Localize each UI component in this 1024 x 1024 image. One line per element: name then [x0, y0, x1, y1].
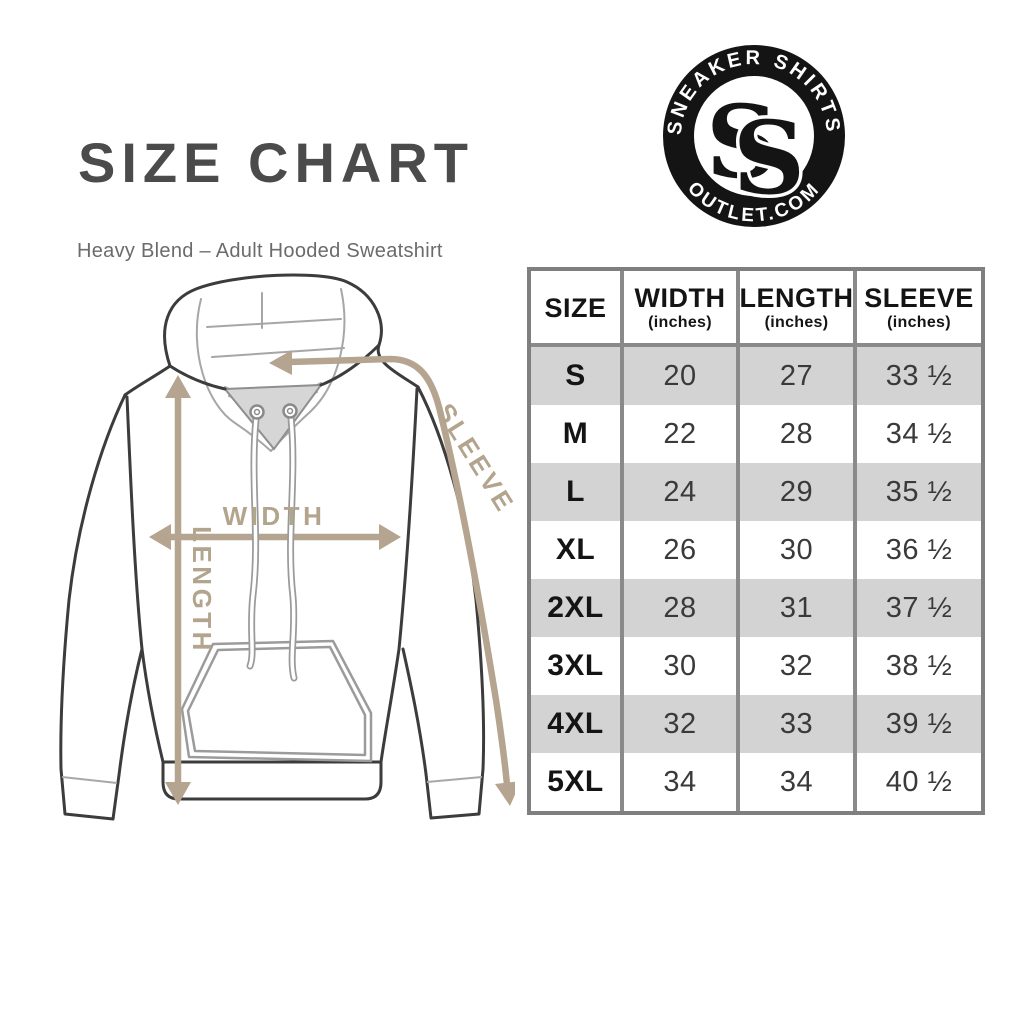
hoodie-outline — [59, 273, 486, 821]
cell-5XL-sleeve: 40 ½ — [853, 753, 981, 811]
sleeve-arrowhead-left — [269, 350, 292, 375]
monogram-letter-1: S — [706, 83, 778, 201]
size-table: SIZE WIDTH (inches) LENGTH (inches) SLEEVE (in… — [527, 267, 985, 815]
cell-S-size: S — [531, 347, 620, 405]
sleeve-arrowhead-down — [495, 781, 521, 806]
width-arrowhead-right — [379, 524, 401, 550]
cell-L-length: 29 — [736, 463, 853, 521]
length-arrowhead-up — [165, 375, 191, 398]
hoodie-measurement-diagram: WIDTH LENGTH SLEEVE — [55, 265, 521, 835]
page-subtitle: Heavy Blend – Adult Hooded Sweatshirt — [77, 240, 443, 262]
hem-band — [161, 760, 383, 801]
cell-L-size: L — [531, 463, 620, 521]
header-cell-width: WIDTH (inches) — [620, 271, 736, 347]
cell-L-sleeve: 35 ½ — [853, 463, 981, 521]
page-title: SIZE CHART — [78, 131, 474, 194]
header-sublabel: (inches) — [764, 313, 829, 331]
cell-4XL-size: 4XL — [531, 695, 620, 753]
cell-2XL-size: 2XL — [531, 579, 620, 637]
cell-M-size: M — [531, 405, 620, 463]
cell-XL-width: 26 — [620, 521, 736, 579]
body-right-edge — [379, 387, 419, 764]
cell-M-width: 22 — [620, 405, 736, 463]
sleeve-arrow-line — [288, 355, 511, 786]
cell-M-length: 28 — [736, 405, 853, 463]
cell-5XL-length: 34 — [736, 753, 853, 811]
cell-5XL-width: 34 — [620, 753, 736, 811]
drawstrings — [246, 414, 298, 682]
cell-S-sleeve: 33 ½ — [853, 347, 981, 405]
header-label: SLEEVE — [864, 283, 974, 314]
header-label: LENGTH — [739, 283, 854, 314]
body-left-edge — [125, 395, 165, 764]
brand-logo-badge: SNEAKER SHIRTS OUTLET.COM S S — [662, 44, 846, 228]
cell-4XL-length: 33 — [736, 695, 853, 753]
header-cell-length: LENGTH (inches) — [736, 271, 853, 347]
header-label: SIZE — [544, 292, 607, 323]
cell-4XL-width: 32 — [620, 695, 736, 753]
neck-left-curve — [168, 364, 227, 391]
sleeve-label: SLEEVE — [430, 398, 515, 519]
cell-3XL-sleeve: 38 ½ — [853, 637, 981, 695]
cell-XL-size: XL — [531, 521, 620, 579]
width-arrowhead-left — [149, 524, 171, 550]
cell-3XL-width: 30 — [620, 637, 736, 695]
cell-2XL-width: 28 — [620, 579, 736, 637]
hoodie-svg: WIDTH LENGTH SLEEVE — [59, 273, 521, 821]
cell-M-sleeve: 34 ½ — [853, 405, 981, 463]
brand-logo-svg: SNEAKER SHIRTS OUTLET.COM S S — [663, 45, 845, 227]
monogram-letter-2: S — [733, 99, 805, 217]
cell-S-width: 20 — [620, 347, 736, 405]
left-sleeve-outline — [59, 393, 127, 821]
header-sublabel: (inches) — [648, 313, 712, 331]
cell-4XL-sleeve: 39 ½ — [853, 695, 981, 753]
cell-S-length: 27 — [736, 347, 853, 405]
cell-5XL-size: 5XL — [531, 753, 620, 811]
logo-ss-monogram: S S — [706, 83, 809, 221]
cell-2XL-sleeve: 37 ½ — [853, 579, 981, 637]
cuff-rib-lines — [61, 776, 483, 784]
cell-XL-length: 30 — [736, 521, 853, 579]
measurement-arrows — [149, 350, 521, 806]
neck-inset-triangle — [222, 383, 324, 451]
length-arrowhead-down — [165, 782, 191, 805]
cell-L-width: 24 — [620, 463, 736, 521]
header-label: WIDTH — [634, 283, 726, 314]
header-cell-size: SIZE — [531, 271, 620, 347]
cell-3XL-size: 3XL — [531, 637, 620, 695]
left-sleeve-inner-edge — [117, 647, 144, 777]
drawstring-eyelets — [249, 403, 298, 420]
kangaroo-pocket — [180, 639, 373, 763]
header-cell-sleeve: SLEEVE (inches) — [853, 271, 981, 347]
cell-3XL-length: 32 — [736, 637, 853, 695]
width-label: WIDTH — [223, 501, 326, 531]
right-sleeve-inner-edge — [401, 647, 428, 776]
length-label: LENGTH — [187, 526, 217, 654]
cell-2XL-length: 31 — [736, 579, 853, 637]
neck-right-curve — [319, 343, 381, 387]
hood-outline — [123, 273, 420, 397]
header-sublabel: (inches) — [887, 313, 951, 331]
cell-XL-sleeve: 36 ½ — [853, 521, 981, 579]
logo-inner-disc — [694, 76, 814, 196]
